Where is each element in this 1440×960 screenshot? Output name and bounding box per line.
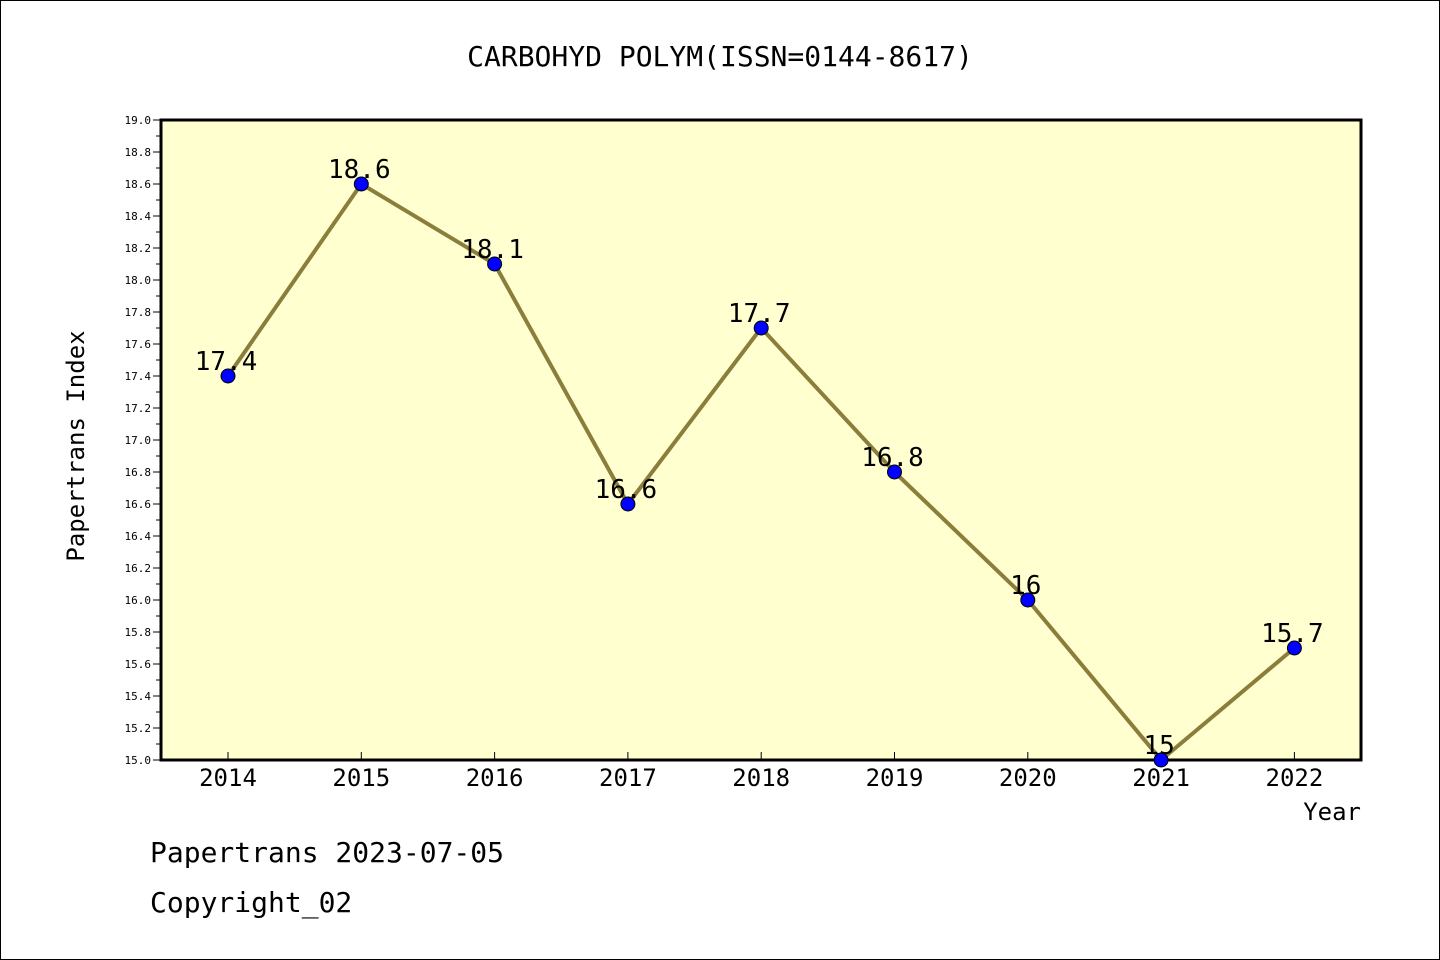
y-tick-label: 16.4 xyxy=(125,530,152,543)
y-tick-label: 18.8 xyxy=(125,146,152,159)
data-point xyxy=(620,496,636,512)
y-tick-label: 15.0 xyxy=(125,754,152,767)
y-tick-label: 15.4 xyxy=(125,690,152,703)
y-tick-label: 16.0 xyxy=(125,594,152,607)
data-label: 16 xyxy=(1010,571,1041,601)
y-axis-label: Papertrans Index xyxy=(62,330,90,561)
y-tick-label: 18.6 xyxy=(125,178,152,191)
data-point xyxy=(1020,592,1036,608)
data-markers xyxy=(220,176,1302,768)
data-labels: 17.4 18.6 18.1 16.6 17.7 16.8 16 15 15.7 xyxy=(195,155,1324,761)
data-point xyxy=(1286,640,1302,656)
data-point xyxy=(487,256,503,272)
y-tick-label: 18.0 xyxy=(125,274,152,287)
y-tick-label: 17.6 xyxy=(125,338,152,351)
x-tick-label: 2016 xyxy=(466,764,524,792)
y-axis-ticks: 15.0 15.2 15.4 15.6 15.8 16.0 16.2 16.4 16.6 16.8… xyxy=(125,114,161,767)
y-tick-label: 16.2 xyxy=(125,562,152,575)
plot-area xyxy=(159,118,1363,762)
x-tick-label: 2020 xyxy=(999,764,1057,792)
data-label: 17.4 xyxy=(195,347,258,377)
x-tick-label: 2017 xyxy=(599,764,657,792)
footer-copyright: Copyright_02 xyxy=(150,886,353,919)
x-axis-ticks: 2014 2015 2016 2017 2018 2019 2020 2021 2022 xyxy=(199,752,1323,792)
x-tick-label: 2018 xyxy=(732,764,790,792)
x-tick-label: 2014 xyxy=(199,764,257,792)
y-tick-label: 15.2 xyxy=(125,722,152,735)
data-point xyxy=(353,176,369,192)
data-label: 16.6 xyxy=(595,475,658,505)
data-label: 15.7 xyxy=(1261,619,1324,649)
x-tick-label: 2021 xyxy=(1132,764,1190,792)
y-tick-label: 19.0 xyxy=(125,114,152,127)
x-tick-label: 2022 xyxy=(1266,764,1324,792)
data-point xyxy=(753,320,769,336)
y-tick-label: 18.2 xyxy=(125,242,152,255)
y-tick-label: 17.2 xyxy=(125,402,152,415)
data-label: 18.6 xyxy=(328,155,391,185)
chart-title: CARBOHYD POLYM(ISSN=0144-8617) xyxy=(467,40,973,73)
y-tick-label: 17.0 xyxy=(125,434,152,447)
y-tick-label: 16.6 xyxy=(125,498,152,511)
y-tick-label: 15.6 xyxy=(125,658,152,671)
data-point xyxy=(1153,752,1169,768)
y-tick-label: 15.8 xyxy=(125,626,152,639)
footer-date: Papertrans 2023-07-05 xyxy=(150,836,505,869)
y-tick-label: 18.4 xyxy=(125,210,152,223)
data-point xyxy=(887,464,902,480)
data-point xyxy=(220,368,236,384)
y-tick-label: 16.8 xyxy=(125,466,152,479)
data-label: 18.1 xyxy=(461,235,524,265)
y-tick-label: 17.4 xyxy=(125,370,152,383)
x-axis-label: Year xyxy=(1303,798,1361,826)
x-tick-label: 2015 xyxy=(332,764,390,792)
data-label: 17.7 xyxy=(728,299,791,329)
x-tick-label: 2019 xyxy=(866,764,924,792)
y-tick-label: 17.8 xyxy=(125,306,152,319)
data-label: 15 xyxy=(1143,731,1174,761)
data-label: 16.8 xyxy=(861,443,924,473)
